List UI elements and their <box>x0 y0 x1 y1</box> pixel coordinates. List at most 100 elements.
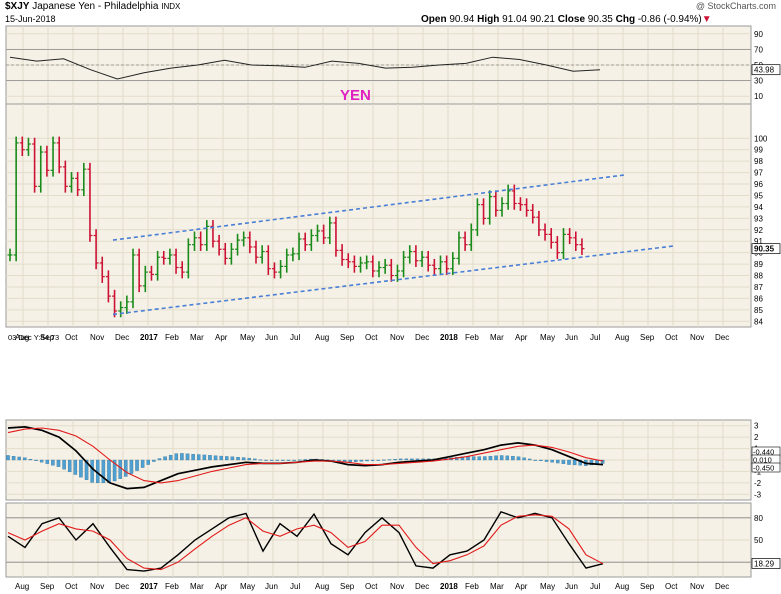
macd-histogram-bar <box>522 457 526 461</box>
macd-histogram-bar <box>56 459 61 467</box>
macd-histogram-bar <box>488 455 493 461</box>
price-bar <box>517 197 523 211</box>
price-bar <box>394 264 400 282</box>
price-panel-tick-label: 89 <box>754 260 763 269</box>
rsi-panel-tick-label: 70 <box>754 45 763 54</box>
macd-histogram-bar <box>578 459 582 466</box>
price-bar <box>265 245 271 275</box>
price-x-label: Jun <box>265 333 278 342</box>
macd-histogram-bar <box>168 454 173 461</box>
macd-histogram-bar <box>544 459 549 462</box>
macd-histogram-bar <box>185 453 190 461</box>
macd-histogram-bar <box>269 459 274 461</box>
stochastic-fast-line <box>7 511 604 572</box>
price-bar <box>511 184 517 210</box>
macd-histogram-bar <box>34 459 38 461</box>
macd-histogram-bar <box>331 459 336 461</box>
macd-histogram-bar <box>505 455 510 461</box>
price-x-label: Nov <box>390 333 404 342</box>
price-bar <box>376 261 382 278</box>
price-bar <box>351 255 357 273</box>
trendline-upper-channel <box>112 174 626 241</box>
stochastic-panel-tick-label: 50 <box>754 536 763 545</box>
macd-histogram-bar <box>303 459 308 461</box>
price-x-label: May <box>240 333 255 342</box>
bottom-x-label: Dec <box>715 582 729 591</box>
price-bar <box>561 228 566 259</box>
price-bar <box>493 190 499 217</box>
macd-histogram-bar <box>281 459 285 461</box>
price-bar <box>32 137 38 193</box>
price-bar <box>185 238 191 279</box>
macd-histogram-bar <box>23 457 27 461</box>
price-bar <box>105 270 111 303</box>
macd-histogram-bar <box>140 459 145 468</box>
macd-histogram-bar <box>67 459 72 473</box>
price-bar <box>370 255 376 278</box>
price-panel-tick-label: 91 <box>754 237 763 246</box>
macd-histogram-bar <box>202 454 207 461</box>
macd-histogram-bar <box>410 458 414 461</box>
price-x-label: Aug <box>315 333 329 342</box>
price-bar <box>19 136 25 157</box>
price-panel-tick-label: 84 <box>754 317 763 326</box>
bottom-x-label: Nov <box>690 582 704 591</box>
price-bar <box>573 231 579 251</box>
price-bar <box>259 245 265 264</box>
price-bar <box>315 224 320 242</box>
price-panel-tick-label: 92 <box>754 226 763 235</box>
price-panel-tick-label: 85 <box>754 306 763 315</box>
price-x-label: Mar <box>190 333 204 342</box>
bottom-x-label: Jul <box>290 582 300 591</box>
bottom-x-label: Aug <box>615 582 629 591</box>
low-note: 03 Dec Y:84.73 <box>8 333 59 342</box>
price-bar <box>38 145 44 193</box>
price-x-label: Nov <box>690 333 704 342</box>
stochastic-value-tag <box>751 558 781 569</box>
bottom-x-label: May <box>540 582 555 591</box>
macd-histogram-bar <box>471 456 476 461</box>
macd-histogram-bar <box>62 459 66 470</box>
price-x-label: Jul <box>290 333 300 342</box>
price-bar <box>296 232 302 261</box>
last-price-tag <box>751 243 781 255</box>
bottom-x-label: Aug <box>315 582 329 591</box>
macd-histogram-bar <box>180 453 184 461</box>
macd-histogram-bar <box>241 457 246 461</box>
macd-histogram-bar <box>398 458 403 461</box>
rsi-line <box>9 56 601 80</box>
price-x-label: Dec <box>415 333 429 342</box>
price-bar <box>271 262 277 279</box>
bottom-x-label: Apr <box>215 582 228 591</box>
macd-histogram-bar <box>382 459 386 461</box>
price-bar <box>450 252 456 275</box>
macd-histogram-bar <box>247 457 251 461</box>
price-bar <box>222 242 228 265</box>
bottom-x-label: Oct <box>365 582 378 591</box>
bottom-x-label: Sep <box>640 582 655 591</box>
price-bar <box>13 136 19 262</box>
price-bar <box>93 229 99 270</box>
price-panel-tick-label: 96 <box>754 180 763 189</box>
price-panel-tick-label: 99 <box>754 146 763 155</box>
price-bar <box>247 231 253 254</box>
price-panel-tick-label: 93 <box>754 214 763 223</box>
price-bar <box>431 258 437 275</box>
price-bar <box>358 256 364 273</box>
bottom-x-label: 2018 <box>440 582 458 591</box>
macd-histogram-bar <box>387 459 392 461</box>
price-x-label: Sep <box>640 333 655 342</box>
bottom-x-label: Oct <box>65 582 78 591</box>
price-bar <box>87 162 93 242</box>
macd-histogram-bar <box>477 456 481 461</box>
bottom-x-label: Sep <box>40 582 55 591</box>
price-bar <box>81 162 87 197</box>
macd-histogram-bar <box>404 458 409 461</box>
macd-histogram-bar <box>11 456 16 461</box>
price-bar <box>468 223 474 251</box>
macd-histogram-bar <box>258 459 263 461</box>
macd-histogram-bar <box>174 453 179 461</box>
macd-histogram-bar <box>163 456 167 461</box>
